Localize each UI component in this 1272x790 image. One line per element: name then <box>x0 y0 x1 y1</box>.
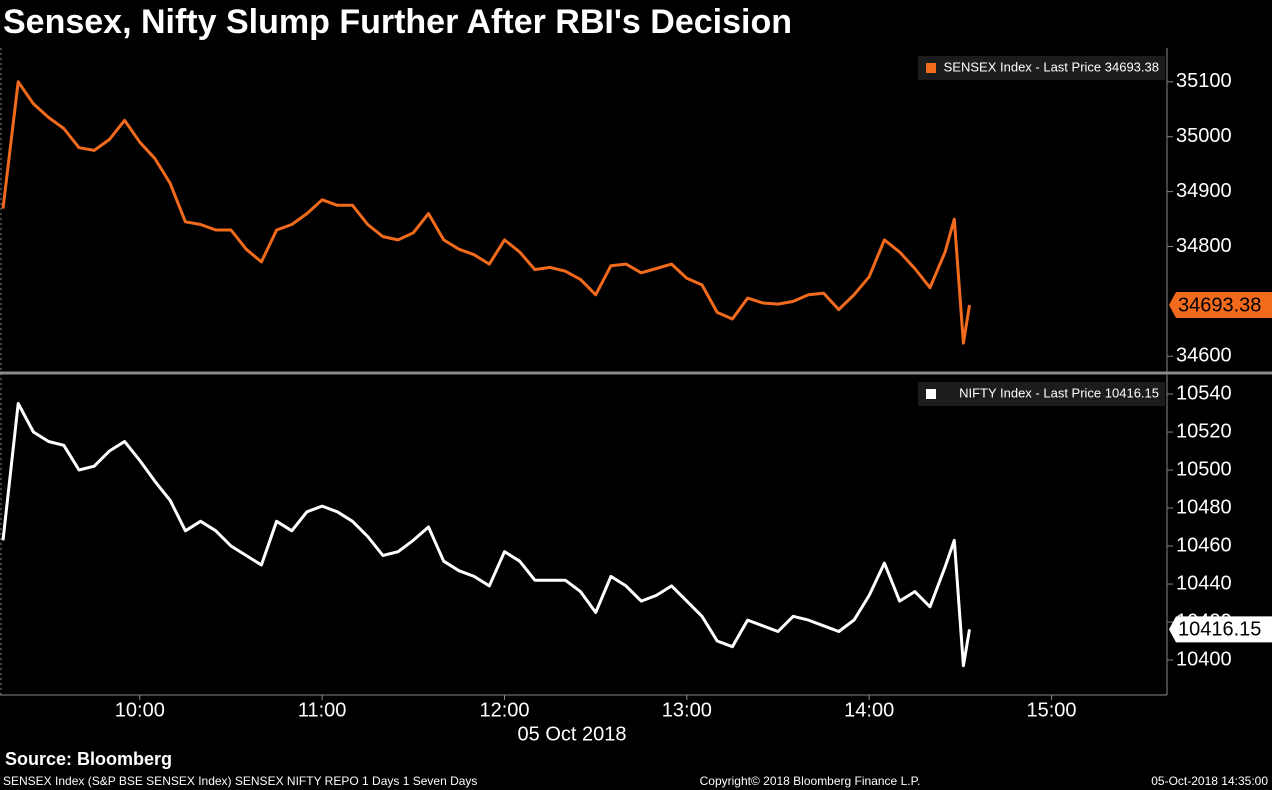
footer-right: 05-Oct-2018 14:35:00 <box>1151 774 1268 788</box>
x-tick-label: 10:00 <box>115 699 165 721</box>
legend-label: SENSEX Index - Last Price 34693.38 <box>944 59 1159 74</box>
source: Source: Bloomberg <box>5 749 172 769</box>
x-axis-label: 05 Oct 2018 <box>518 723 627 745</box>
y-tick-label: 35100 <box>1176 70 1232 92</box>
x-tick-label: 13:00 <box>662 699 712 721</box>
y-tick-label: 10500 <box>1176 458 1232 480</box>
last-price-tag <box>1169 616 1272 643</box>
legend-box <box>918 56 1165 80</box>
last-price-label: 10416.15 <box>1178 619 1261 641</box>
y-tick-label: 34900 <box>1176 180 1232 202</box>
last-price-label: 34693.38 <box>1178 294 1261 316</box>
y-tick-label: 34800 <box>1176 235 1232 257</box>
y-tick-label: 35000 <box>1176 125 1232 147</box>
x-tick-label: 14:00 <box>844 699 894 721</box>
y-tick-label: 10400 <box>1176 648 1232 670</box>
legend-label: NIFTY Index - Last Price 10416.15 <box>959 385 1159 400</box>
y-tick-label: 10440 <box>1176 572 1232 594</box>
legend-box <box>918 382 1165 406</box>
y-tick-label: 10460 <box>1176 534 1232 556</box>
series-line <box>1 402 971 668</box>
y-tick-label: 34600 <box>1176 345 1232 367</box>
series-line <box>1 80 971 345</box>
legend-swatch <box>926 389 936 399</box>
footer-center: Copyright© 2018 Bloomberg Finance L.P. <box>700 774 921 788</box>
legend-swatch <box>926 63 936 73</box>
footer-left: SENSEX Index (S&P BSE SENSEX Index) SENS… <box>3 774 477 788</box>
y-tick-label: 10540 <box>1176 382 1232 404</box>
x-tick-label: 15:00 <box>1026 699 1076 721</box>
x-tick-label: 12:00 <box>479 699 529 721</box>
last-price-tag <box>1169 292 1272 319</box>
y-tick-label: 10520 <box>1176 420 1232 442</box>
chart-title: Sensex, Nifty Slump Further After RBI's … <box>3 3 792 41</box>
x-tick-label: 11:00 <box>298 699 347 721</box>
y-tick-label: 10480 <box>1176 496 1232 518</box>
